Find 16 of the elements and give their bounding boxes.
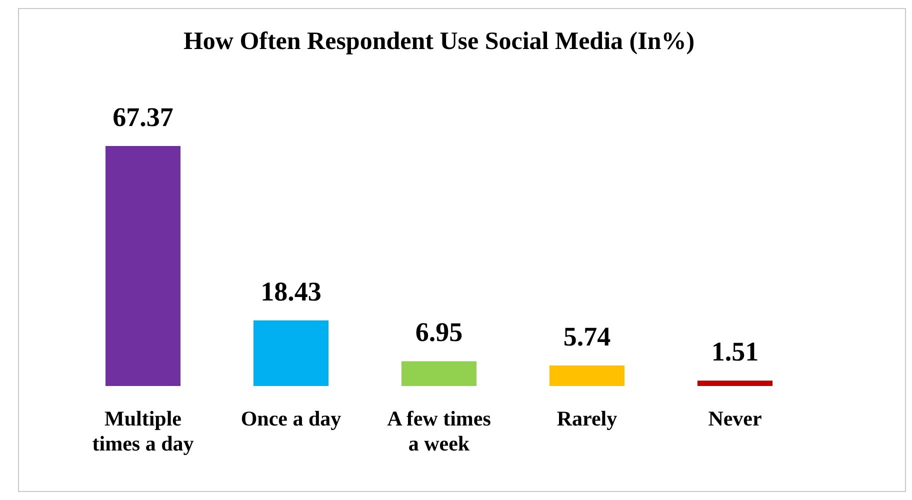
data-label: 67.37: [112, 102, 174, 132]
bar: [402, 361, 476, 386]
x-tick-label: Once a day: [240, 406, 342, 430]
bar: [550, 366, 624, 386]
data-label: 6.95: [415, 317, 463, 348]
x-tick-label: A few times a week: [387, 406, 491, 456]
x-tick-label: Rarely: [556, 406, 618, 430]
x-tick-label: Multiple times a day: [92, 406, 194, 456]
chart-title: How Often Respondent Use Social Media (In%): [183, 28, 695, 55]
x-tick-label: Never: [708, 406, 762, 430]
data-label: 1.51: [711, 336, 759, 367]
bar: [106, 146, 180, 386]
data-label: 5.74: [563, 322, 611, 352]
bar: [254, 320, 328, 386]
data-label: 18.43: [260, 276, 322, 306]
bar: [698, 380, 772, 386]
